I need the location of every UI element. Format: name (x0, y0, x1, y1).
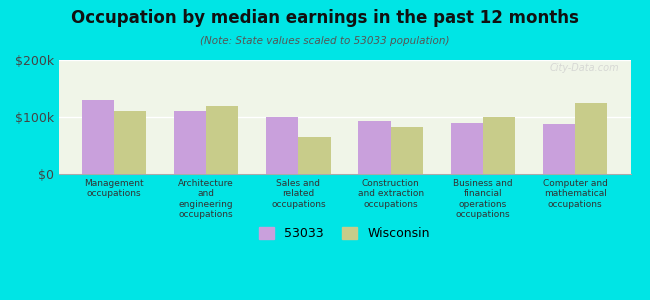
Bar (266, 117, 298, 174)
Bar (450, 123, 483, 174)
Legend: 53033, Wisconsin: 53033, Wisconsin (254, 222, 435, 245)
Bar (575, 103, 608, 174)
Bar (391, 127, 423, 174)
Text: Occupation by median earnings in the past 12 months: Occupation by median earnings in the pas… (71, 9, 579, 27)
Text: City-Data.com: City-Data.com (549, 63, 619, 74)
Bar (358, 121, 391, 174)
Text: (Note: State values scaled to 53033 population): (Note: State values scaled to 53033 popu… (200, 36, 450, 46)
Bar (114, 111, 146, 174)
Bar (543, 124, 575, 174)
Bar (483, 117, 515, 174)
Bar (81, 100, 114, 174)
Bar (174, 111, 206, 174)
Bar (206, 106, 239, 174)
Bar (298, 137, 331, 174)
